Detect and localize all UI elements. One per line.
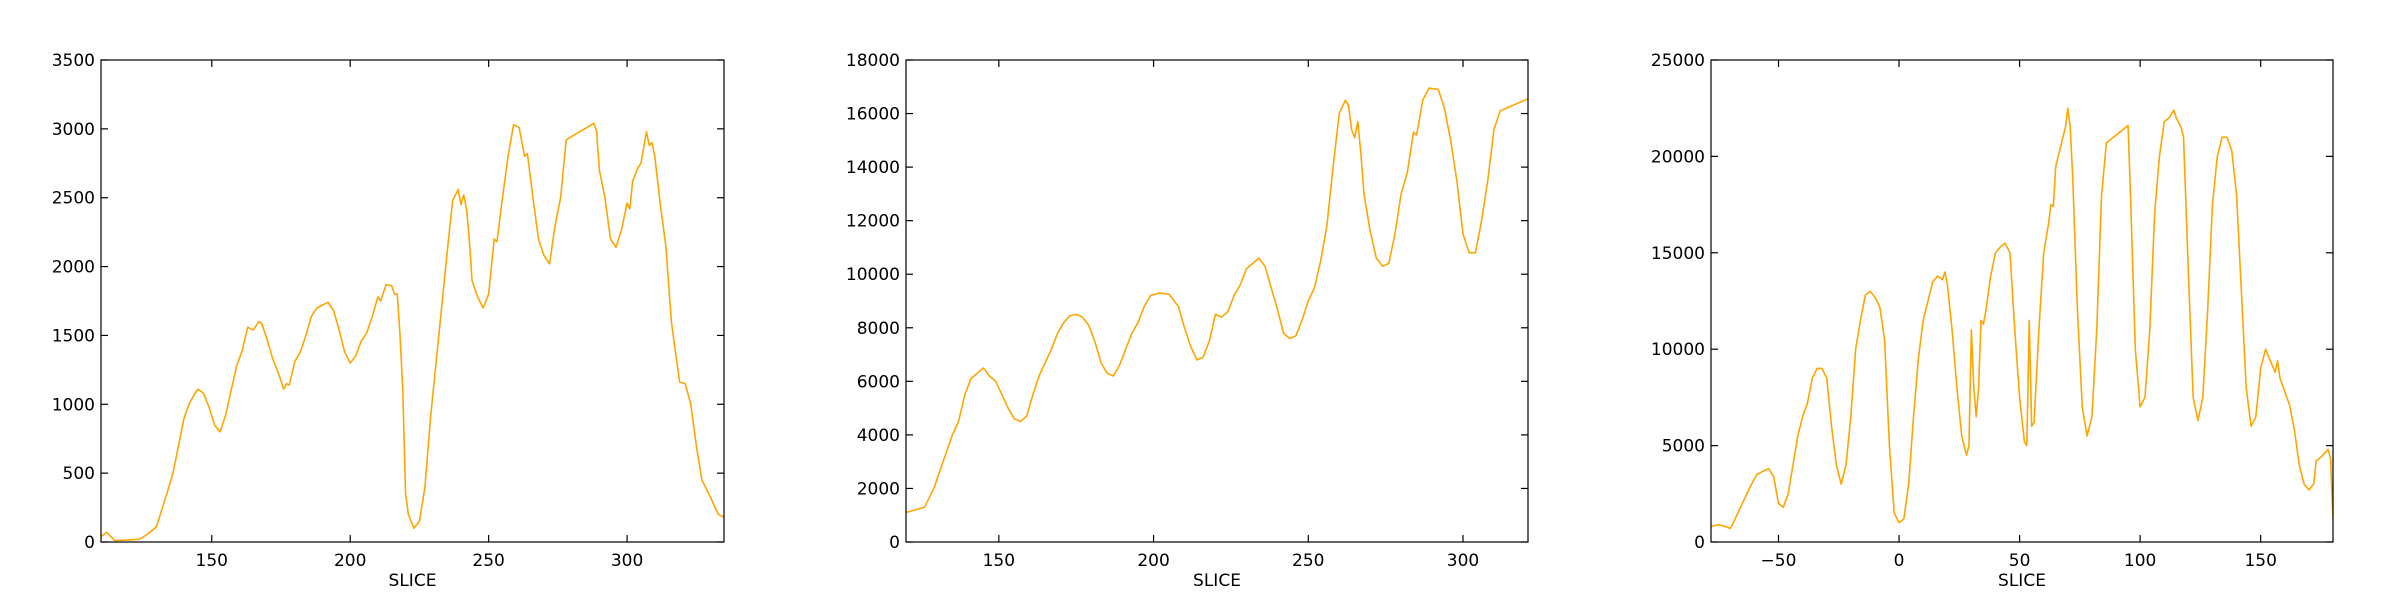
series-line-2-1 <box>906 87 1528 514</box>
chart-panel-1: 150 200 250 3000500100015002000250030003500… <box>52 51 725 591</box>
y-tick-label: 12000 <box>846 212 900 232</box>
y-tick-label: 2000 <box>52 258 95 278</box>
y-tick-label: 6000 <box>857 372 900 392</box>
y-tick-label: 18000 <box>846 51 900 71</box>
x-axis-label: SLICE <box>1193 571 1241 591</box>
y-tick-label: 5000 <box>1662 437 1705 457</box>
y-tick-label: 2000 <box>857 479 900 499</box>
x-tick-label: −50 <box>1761 551 1797 571</box>
x-tick-label: 200 <box>334 551 366 571</box>
y-tick-label: 500 <box>63 464 95 484</box>
y-tick-label: 0 <box>84 533 95 553</box>
series-line-1-1 <box>101 122 724 542</box>
x-tick-label: 150 <box>196 551 228 571</box>
y-tick-label: 20000 <box>1651 147 1705 167</box>
x-tick-label: 300 <box>611 551 643 571</box>
y-tick-label: 25000 <box>1651 51 1705 71</box>
y-tick-label: 2500 <box>52 189 95 209</box>
y-tick-label: 16000 <box>846 105 900 125</box>
x-tick-label: 200 <box>1137 551 1169 571</box>
x-tick-label: 300 <box>1447 551 1479 571</box>
y-tick-label: 1000 <box>52 395 95 415</box>
plot-frame <box>905 59 1529 543</box>
y-tick-label: 1500 <box>52 326 95 346</box>
y-tick-label: 14000 <box>846 158 900 178</box>
x-axis-label: SLICE <box>389 571 437 591</box>
x-tick-label: 100 <box>2124 551 2156 571</box>
y-tick-label: 15000 <box>1651 244 1705 264</box>
y-tick-label: 0 <box>889 533 900 553</box>
x-tick-label: 250 <box>1292 551 1324 571</box>
x-tick-label: 0 <box>1894 551 1905 571</box>
y-tick-label: 10000 <box>846 265 900 285</box>
x-axis-label: SLICE <box>1998 571 2046 591</box>
y-tick-label: 0 <box>1694 533 1705 553</box>
plot-frame <box>100 59 725 543</box>
chart-panel-3: −50 0 50 100 150 0 5000 10000 15000 20000 25000 SLI… <box>1651 51 2334 591</box>
x-tick-label: 150 <box>983 551 1015 571</box>
y-tick-label: 3000 <box>52 120 95 140</box>
y-tick-label: 3500 <box>52 51 95 71</box>
plot-frame <box>1710 59 2334 543</box>
y-tick-label: 8000 <box>857 319 900 339</box>
series-line-3-1 <box>1711 107 2333 530</box>
x-tick-label: 150 <box>2244 551 2276 571</box>
x-tick-label: 50 <box>2009 551 2031 571</box>
y-tick-label: 4000 <box>857 426 900 446</box>
chart-panel-2: 150 200 250 300 0 2000 4000 6000 8000 10000 12000 1… <box>846 51 1529 591</box>
y-tick-label: 10000 <box>1651 340 1705 360</box>
x-tick-label: 250 <box>472 551 504 571</box>
